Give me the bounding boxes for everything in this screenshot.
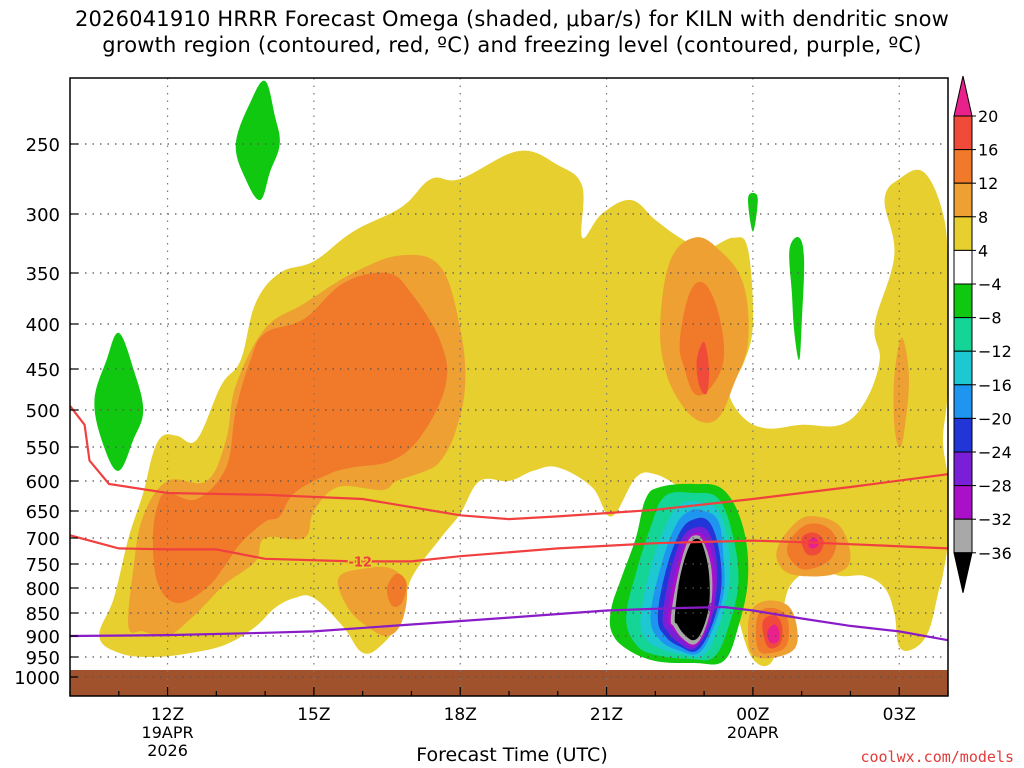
colorbar-label-11: −28 [978,477,1012,496]
colorbar-label-0: 20 [978,107,998,126]
colorbar-label-1: 16 [978,141,998,160]
x-axis-title: Forecast Time (UTC) [416,744,608,766]
y-tick-label-500: 500 [26,401,60,422]
y-tick-label-650: 650 [26,502,60,523]
x-tick-date-00Z: 20APR [727,723,779,742]
omega-region-13 [696,341,710,395]
chart-title-line-2: growth region (contoured, red, ºC) and f… [102,33,922,57]
y-tick-label-900: 900 [26,627,60,648]
omega-shading [94,25,948,667]
y-tick-label-600: 600 [26,472,60,493]
colorbar-label-5: −4 [978,275,1002,294]
x-tick-label-00Z: 00Z [736,705,769,725]
omega-region-1 [158,25,178,67]
y-tick-label-800: 800 [26,579,60,600]
dgz-contour-label: -12 [348,555,372,570]
colorbar-label-8: −16 [978,376,1012,395]
y-tick-label-400: 400 [26,315,60,336]
x-tick-label-21Z: 21Z [590,705,623,725]
omega-region-7 [893,337,910,448]
colorbar-cap-top [953,75,973,117]
colorbar-bin-2 [953,149,973,184]
colorbar-label-7: −12 [978,342,1012,361]
y-tick-label-350: 350 [26,264,60,285]
omega-region-8 [152,272,448,604]
omega-region-0 [99,150,948,667]
omega-region-10 [679,281,725,396]
colorbar-cap-bottom [953,552,973,593]
colorbar-bin-5 [953,249,973,285]
y-tick-label-700: 700 [26,529,60,550]
omega-region-16 [767,624,780,644]
x-tick-label-18Z: 18Z [444,705,477,725]
y-tick-label-250: 250 [26,135,60,156]
x-tick-label-03Z: 03Z [883,705,916,725]
chart-title-line-1: 2026041910 HRRR Forecast Omega (shaded, … [74,7,950,31]
x-tick-label-12Z: 12Z [151,705,184,725]
omega-region-30 [789,237,805,361]
credit-text: coolwx.com/models [860,748,1014,766]
colorbar-bin-10 [953,417,973,453]
colorbar-label-4: 4 [978,241,988,260]
colorbar-bin-13 [953,518,973,554]
colorbar-bin-6 [953,283,973,319]
colorbar-label-3: 8 [978,208,988,227]
y-tick-label-550: 550 [26,438,60,459]
freezing-level-contour [70,605,948,642]
y-tick-label-450: 450 [26,360,60,381]
dgz-contour-0 [70,405,948,521]
y-tick-label-300: 300 [26,205,60,226]
y-tick-label-950: 950 [26,648,60,669]
colorbar-bin-7 [953,317,973,352]
omega-region-28 [235,80,280,201]
x-tick-year-12Z: 2026 [147,741,188,760]
colorbar-bin-11 [953,451,973,487]
y-axis: 2503003504004505005506006507007508008509… [14,135,78,689]
colorbar-bin-4 [953,216,973,251]
colorbar-bin-9 [953,384,973,419]
colorbar-bin-12 [953,485,973,520]
x-tick-label-15Z: 15Z [297,705,330,725]
omega-region-27 [94,332,144,471]
freezing-level-label: 0 [707,601,715,615]
y-tick-label-750: 750 [26,555,60,576]
colorbar-label-10: −24 [978,443,1012,462]
y-tick-label-850: 850 [26,604,60,625]
grid [70,78,948,696]
colorbar-bin-3 [953,182,973,218]
colorbar-label-13: −36 [978,544,1012,563]
colorbar-label-12: −32 [978,510,1012,529]
colorbar: 20 16 12 8 4 −4 −8 −12 −16 −20 −24 −28 −32 −36 [953,75,1012,593]
colorbar-label-6: −8 [978,309,1002,328]
dgz-contour-1 [70,534,948,563]
y-tick-label-1000: 1000 [14,668,60,689]
colorbar-label-9: −20 [978,409,1012,428]
x-tick-date-12Z: 19APR [142,723,194,742]
colorbar-bin-8 [953,350,973,386]
omega-region-9 [386,573,407,607]
omega-region-29 [748,193,758,232]
colorbar-bin-1 [953,115,973,151]
colorbar-label-2: 12 [978,174,998,193]
contours: -12 0 [70,405,948,642]
